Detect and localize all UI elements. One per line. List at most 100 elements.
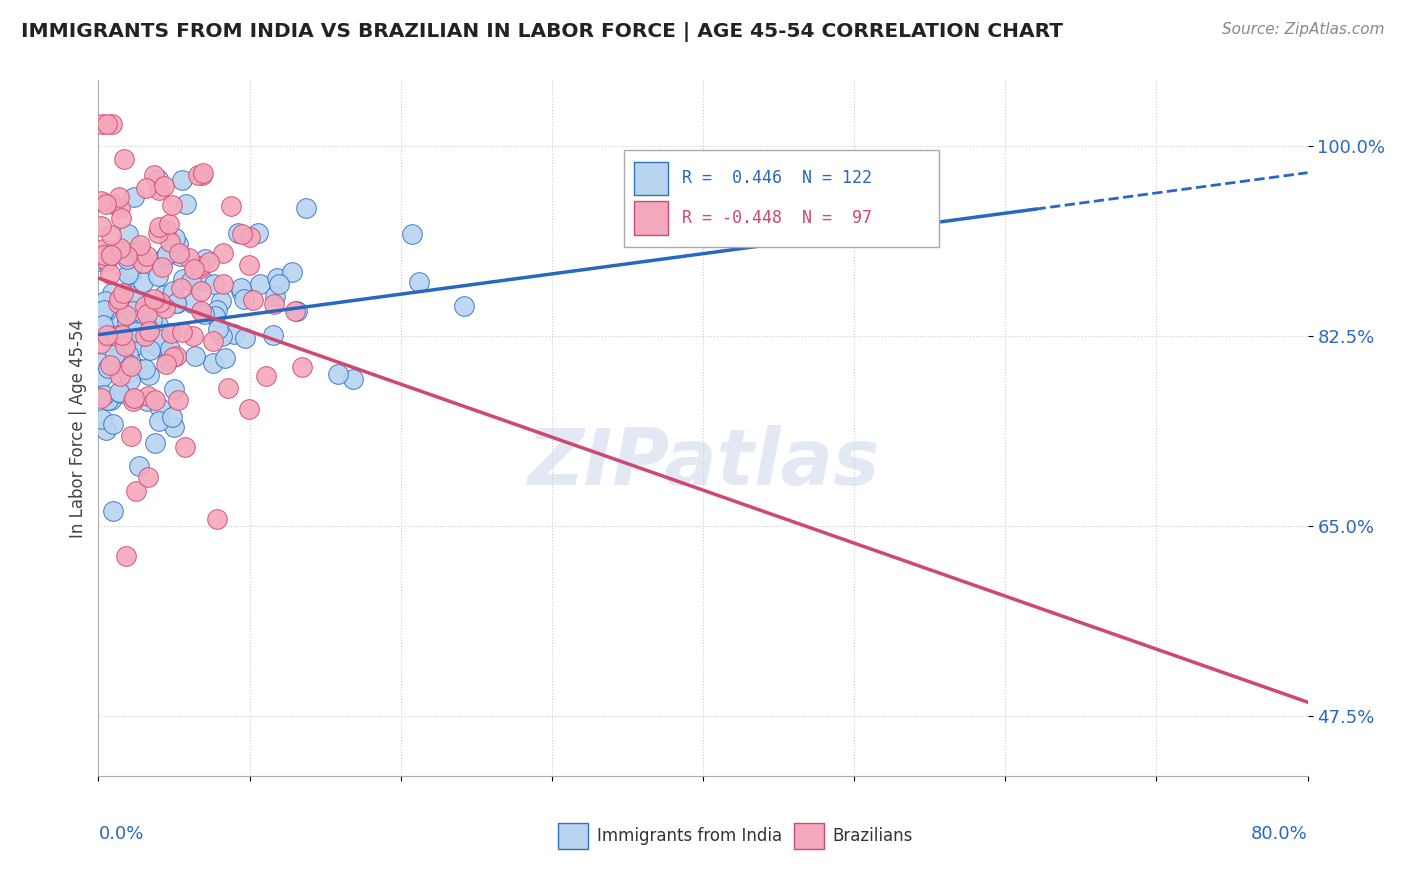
Point — [194, 252, 217, 267]
Point — [180, 274, 202, 288]
Point — [110, 385, 132, 400]
Point — [242, 293, 264, 307]
Point — [134, 299, 156, 313]
Point — [155, 223, 177, 237]
Point — [115, 249, 138, 263]
Point — [149, 295, 172, 310]
Point — [202, 356, 225, 370]
Point — [117, 227, 139, 242]
Point — [103, 310, 125, 324]
Point — [155, 357, 177, 371]
Point — [121, 304, 143, 318]
Point — [204, 309, 226, 323]
Point — [129, 237, 152, 252]
Point — [233, 331, 256, 345]
Point — [132, 256, 155, 270]
Text: Immigrants from India: Immigrants from India — [596, 827, 782, 845]
Point — [120, 267, 142, 281]
Text: R = -0.448  N =  97: R = -0.448 N = 97 — [682, 209, 873, 227]
Point — [146, 172, 169, 186]
Point — [152, 333, 174, 347]
Point — [93, 248, 115, 262]
Point — [193, 307, 215, 321]
Point — [211, 277, 233, 291]
Point — [209, 293, 232, 308]
Point — [108, 241, 131, 255]
Point — [90, 336, 112, 351]
Point — [183, 349, 205, 363]
Point — [232, 292, 254, 306]
Point — [214, 351, 236, 365]
Point — [124, 293, 146, 307]
Point — [104, 347, 127, 361]
Point — [148, 220, 170, 235]
Point — [114, 339, 136, 353]
Point — [139, 343, 162, 357]
Point — [96, 197, 118, 211]
Point — [94, 293, 117, 308]
FancyBboxPatch shape — [558, 822, 588, 849]
Point — [156, 352, 179, 367]
Point — [162, 284, 184, 298]
Point — [295, 201, 318, 215]
Point — [135, 319, 157, 334]
Point — [136, 470, 159, 484]
Point — [211, 328, 233, 343]
Point — [160, 326, 183, 340]
Point — [108, 202, 131, 216]
Point — [105, 329, 128, 343]
Text: Brazilians: Brazilians — [832, 827, 912, 845]
Text: 80.0%: 80.0% — [1251, 825, 1308, 843]
Text: R =  0.446  N = 122: R = 0.446 N = 122 — [682, 169, 873, 187]
Point — [122, 391, 145, 405]
Point — [96, 330, 118, 344]
Point — [93, 302, 115, 317]
Point — [165, 349, 187, 363]
Point — [181, 328, 204, 343]
Point — [172, 272, 194, 286]
Point — [188, 260, 211, 275]
Point — [238, 230, 260, 244]
Point — [122, 391, 145, 405]
Point — [226, 227, 249, 241]
Point — [247, 226, 270, 240]
Point — [112, 152, 135, 166]
Point — [150, 253, 173, 268]
Point — [267, 277, 290, 292]
Point — [167, 236, 190, 251]
Point — [125, 483, 148, 498]
Point — [111, 285, 134, 300]
Point — [148, 332, 170, 346]
Point — [202, 334, 225, 348]
Point — [134, 329, 156, 343]
Point — [146, 268, 169, 283]
Point — [96, 327, 118, 342]
Point — [219, 199, 242, 213]
Point — [231, 227, 253, 241]
Point — [156, 247, 179, 261]
Point — [155, 301, 177, 316]
Point — [165, 296, 187, 310]
Point — [163, 231, 186, 245]
Point — [100, 248, 122, 262]
Point — [190, 284, 212, 298]
Point — [150, 260, 173, 275]
Point — [107, 296, 129, 310]
Point — [238, 401, 260, 416]
Point — [143, 436, 166, 450]
Point — [105, 351, 128, 366]
Point — [91, 242, 114, 256]
Point — [101, 417, 124, 432]
Point — [136, 249, 159, 263]
Point — [198, 255, 221, 269]
Point — [211, 245, 233, 260]
Point — [124, 338, 146, 352]
Point — [153, 178, 176, 193]
Point — [108, 384, 131, 399]
Point — [249, 277, 271, 291]
Point — [401, 227, 423, 241]
Point — [118, 292, 141, 306]
Point — [224, 326, 246, 341]
Point — [108, 292, 131, 306]
Point — [117, 366, 139, 380]
